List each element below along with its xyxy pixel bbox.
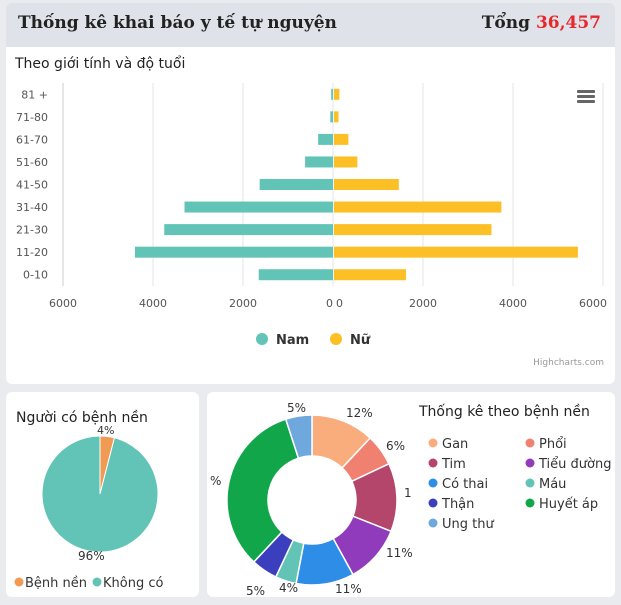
chart-menu-icon[interactable] xyxy=(577,90,595,104)
total-label: Tổng xyxy=(481,13,531,33)
donut-chart-title: Thống kê theo bệnh nền xyxy=(419,404,590,420)
disease-stats-card: Thống kê theo bệnh nền xyxy=(207,392,615,597)
total-count: Tổng 36,457 xyxy=(482,13,601,33)
age-chart-title: Theo giới tính và độ tuổi xyxy=(15,56,186,72)
age-gender-card: Theo giới tính và độ tuổi xyxy=(6,47,615,384)
pie-chart-title: Người có bệnh nền xyxy=(16,410,148,426)
dashboard-title: Thống kê khai báo y tế tự nguyện xyxy=(18,13,337,33)
dashboard-header: Thống kê khai báo y tế tự nguyện Tổng 36… xyxy=(6,3,615,47)
total-value: 36,457 xyxy=(535,13,601,33)
underlying-condition-card: Người có bệnh nền xyxy=(6,392,199,597)
